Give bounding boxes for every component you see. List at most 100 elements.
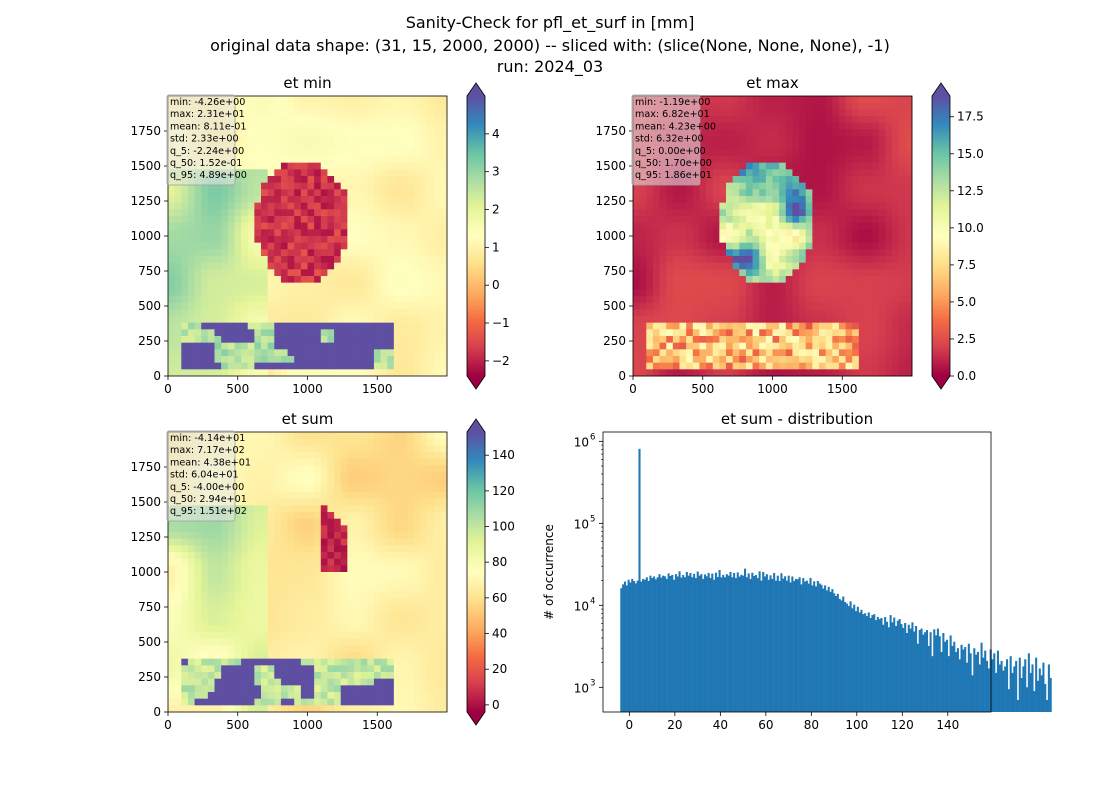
histogram-bar [782,578,785,712]
histogram-bar [1031,664,1034,712]
colorbar-tick-label: 5.0 [957,295,976,309]
histogram-bar [824,585,827,712]
histogram-bar [864,613,867,712]
histogram-bar [809,577,812,712]
colorbar-tick-label: 100 [492,520,515,534]
histogram-bar [940,651,943,712]
colorbar-gradient [467,96,485,376]
stats-line: q_5: 0.00e+00 [635,146,706,157]
y-tick-label: 10 [574,681,589,695]
histogram-bar [1024,659,1027,712]
y-tick-label: 1250 [130,530,161,544]
histogram-bar [986,660,989,712]
colorbar-tick-label: 17.5 [957,110,984,124]
histogram-bar [836,593,839,712]
histogram-bar [725,574,728,712]
histogram-bar [1007,689,1010,712]
panel-title: et sum - distribution [721,410,873,428]
colorbar-tick-label: 80 [492,555,507,569]
histogram-bar [756,578,759,712]
histogram-bar [662,575,665,712]
histogram-bar [685,571,688,712]
histogram-bar [620,588,623,712]
stats-line: std: 6.32e+00 [635,134,704,145]
stats-line: min: -1.19e+00 [635,97,710,108]
x-tick-label: 0 [626,718,634,732]
stats-line: q_5: -2.24e+00 [170,146,244,157]
histogram-bar [829,591,832,712]
histogram-bar [938,636,941,712]
histogram-bar [627,579,630,712]
y-tick-label: 1500 [130,495,161,509]
histogram-bar [935,635,938,712]
histogram-bar [802,578,805,712]
colorbar-tick-label: 60 [492,591,507,605]
histogram-bar [1009,656,1012,712]
panel-title: et min [283,74,331,92]
histogram-bar [920,628,923,712]
histogram-bar [978,664,981,712]
heatmap-panel: et max 0 500 1000 1500 0 250 500 750 1000 1250 1500… [595,74,983,396]
figure-title-line-2: original data shape: (31, 15, 2000, 2000… [210,36,890,55]
histogram-bar [969,653,972,712]
histogram-bar [1004,666,1007,712]
histogram-bar [873,614,876,712]
histogram-bar [895,625,898,712]
histogram-bar [762,571,765,712]
histogram-bar [680,577,683,712]
histogram-bar [947,656,950,712]
histogram-bar [1044,683,1047,712]
histogram-bar [1049,677,1052,712]
histogram-bar [629,582,632,712]
histogram-bar [653,576,656,712]
histogram-bar [804,581,807,712]
histogram-bar [931,656,934,712]
histogram-bar [907,624,910,712]
stats-line: q_5: -4.00e+00 [170,482,244,493]
y-tick-label: 500 [138,299,161,313]
histogram-bar [784,576,787,712]
histogram-bar [794,578,798,712]
histogram-bar [645,577,648,712]
histogram-bar [847,606,850,712]
histogram-bar [913,631,916,712]
colorbar-tick-label: 1 [492,240,500,254]
y-tick-label: 0 [153,705,161,719]
histogram-bar [853,604,856,712]
histogram-bar [649,575,652,712]
histogram-bar [1000,660,1003,712]
histogram-bar [733,572,736,712]
histogram-bar [896,620,899,712]
colorbar-extend-top [467,419,485,432]
colorbar-tick-label: −1 [492,316,510,330]
histogram-bar [656,577,659,712]
x-tick-label: 100 [845,718,868,732]
histogram-bar [771,578,774,712]
histogram-bar [929,632,932,712]
colorbar-tick-label: 40 [492,627,507,641]
histogram-bar [754,575,757,712]
stats-line: max: 6.82e+01 [635,109,710,120]
histogram-bar [734,578,737,712]
histogram-bar [793,581,796,712]
histogram-bar [982,657,985,712]
histogram-bar [634,583,637,712]
histogram-bar [993,653,996,712]
histogram-bar [780,573,783,712]
histogram-bar [820,584,823,712]
histogram-bar [965,662,969,712]
histogram-bar [1047,664,1050,712]
histogram-bar [667,573,670,712]
histogram-bar [702,578,705,712]
heatmap-image [168,432,448,713]
y-tick-label: 1750 [595,124,626,138]
y-tick-label: 250 [138,670,161,684]
histogram-bar [1027,653,1030,712]
stats-line: q_95: 4.89e+00 [170,170,247,181]
colorbar: −2 −1 0 1 2 3 4 [466,82,510,390]
histogram-bar [980,642,983,712]
histogram-bar [678,571,681,712]
y-tick-exponent: 5 [590,514,595,524]
histogram-bar [691,577,694,712]
